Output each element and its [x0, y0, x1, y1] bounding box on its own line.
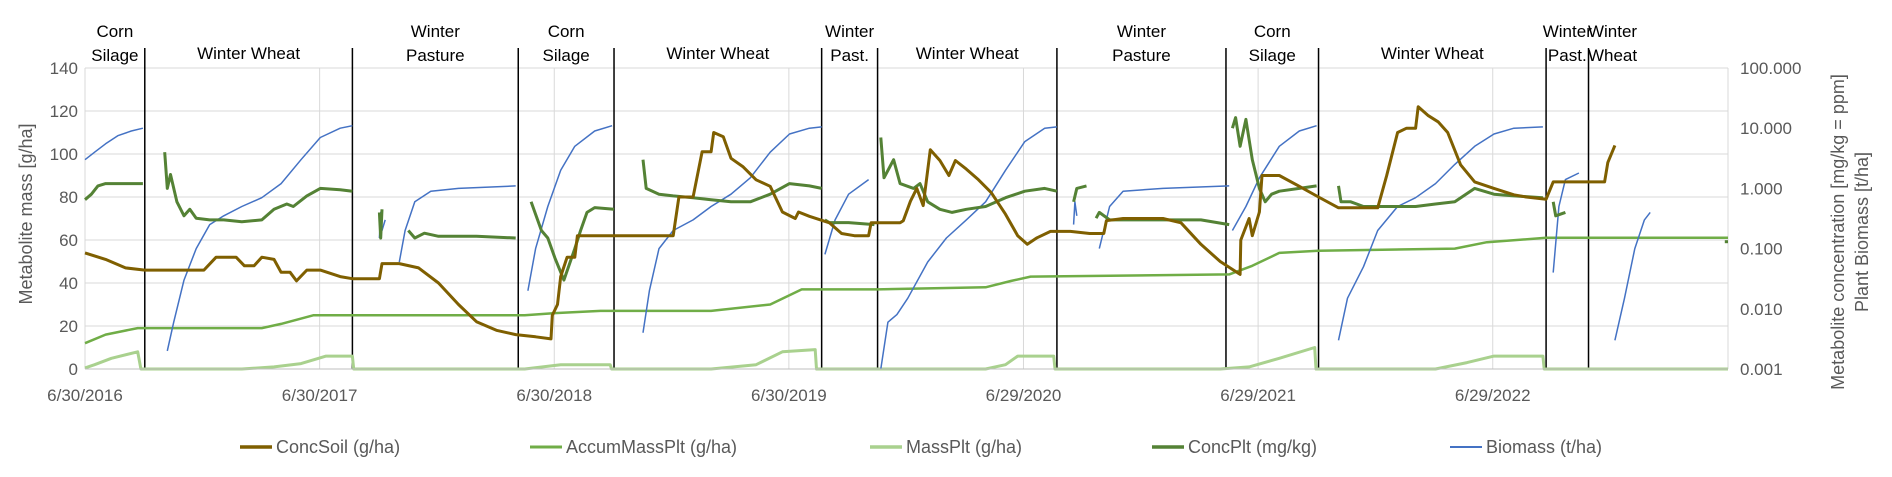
season-label: Pasture — [1112, 46, 1171, 65]
season-label: Winter — [411, 22, 460, 41]
x-tick-label: 6/30/2018 — [516, 386, 592, 405]
x-tick-label: 6/30/2019 — [751, 386, 827, 405]
legend-label: MassPlt (g/ha) — [906, 437, 1022, 457]
season-label: Corn — [1254, 22, 1291, 41]
y-right-tick-label: 0.010 — [1740, 300, 1783, 319]
season-labels: Corn Silage Winter Wheat Winter Pasture Corn S… — [91, 22, 1637, 65]
season-label: Corn — [548, 22, 585, 41]
x-tick-label: 6/30/2017 — [282, 386, 358, 405]
y-left-tick-label: 100 — [50, 145, 78, 164]
season-label: Winter — [825, 22, 874, 41]
y-left-tick-label: 20 — [59, 317, 78, 336]
series-line-biomass — [166, 124, 353, 352]
season-label: Winter — [1588, 22, 1637, 41]
y-right-tick-labels: 0.001 0.010 0.100 1.000 10.000 100.000 — [1740, 59, 1801, 379]
y-right-tick-label: 10.000 — [1740, 119, 1792, 138]
series-line-concplt — [1072, 184, 1087, 203]
season-label: Wheat — [1588, 46, 1637, 65]
y-right-tick-label: 0.100 — [1740, 240, 1783, 259]
x-tick-label: 6/29/2020 — [986, 386, 1062, 405]
x-tick-label: 6/29/2021 — [1220, 386, 1296, 405]
series-line-biomass — [824, 178, 870, 255]
series-line-concplt — [163, 152, 353, 224]
y-left-tick-label: 120 — [50, 102, 78, 121]
series-line-concplt — [529, 201, 615, 282]
y-left-tick-label: 60 — [59, 231, 78, 250]
season-label: Winter Wheat — [666, 44, 769, 63]
season-label: Past. — [1548, 46, 1587, 65]
y-right-axis-title-line2: Plant Biomass [t/ha] — [1852, 152, 1872, 312]
legend-label: Biomass (t/ha) — [1486, 437, 1602, 457]
season-label: Silage — [543, 46, 590, 65]
y-left-tick-label: 40 — [59, 274, 78, 293]
legend-label: AccumMassPlt (g/ha) — [566, 437, 737, 457]
series-line-concplt — [1230, 116, 1317, 204]
season-label: Silage — [1249, 46, 1296, 65]
series-line-concsoil — [84, 105, 1617, 341]
season-label: Winter Wheat — [197, 44, 300, 63]
y-right-tick-label: 100.000 — [1740, 59, 1801, 78]
data-series — [84, 105, 1728, 371]
x-tick-label: 6/29/2022 — [1455, 386, 1531, 405]
season-label: Corn — [96, 22, 133, 41]
legend-label: ConcPlt (mg/kg) — [1188, 437, 1317, 457]
season-label: Winter — [1543, 22, 1592, 41]
series-line-concplt — [407, 229, 516, 240]
series-line-biomass — [1614, 211, 1651, 341]
series-line-concplt — [1551, 201, 1566, 218]
series-line-biomass — [398, 185, 516, 263]
x-tick-label: 6/30/2016 — [47, 386, 123, 405]
series-line-biomass — [1231, 124, 1317, 231]
season-label: Winter — [1117, 22, 1166, 41]
season-label: Past. — [830, 46, 869, 65]
series-line-biomass — [527, 124, 613, 291]
series-line-concplt — [641, 159, 822, 204]
series-line-concplt — [1337, 185, 1543, 208]
gridlines — [84, 67, 1729, 369]
season-label: Silage — [91, 46, 138, 65]
y-left-tick-labels: 0 20 40 60 80 100 120 140 — [50, 59, 78, 379]
y-left-tick-label: 140 — [50, 59, 78, 78]
y-left-tick-label: 0 — [69, 360, 78, 379]
y-right-tick-label: 0.001 — [1740, 360, 1783, 379]
legend: ConcSoil (g/ha) AccumMassPlt (g/ha) MassPl… — [240, 437, 1602, 457]
y-left-tick-label: 80 — [59, 188, 78, 207]
y-right-axis-title-line1: Metabolite concentration [mg/kg = ppm] — [1828, 74, 1848, 390]
series-line-accummassplt — [84, 236, 1728, 345]
series-line-biomass — [880, 126, 1057, 370]
series-line-concplt — [84, 182, 143, 201]
series-line-concplt — [377, 209, 384, 240]
season-label: Pasture — [406, 46, 465, 65]
x-tick-labels: 6/30/2016 6/30/2017 6/30/2018 6/30/2019 6/29… — [47, 386, 1530, 405]
season-label: Winter Wheat — [1381, 44, 1484, 63]
y-right-tick-label: 1.000 — [1740, 179, 1783, 198]
series-line-biomass — [84, 127, 144, 161]
series-line-biomass — [1552, 172, 1580, 273]
season-label: Winter Wheat — [916, 44, 1019, 63]
series-line-concplt — [879, 137, 1058, 214]
series-line-biomass — [1337, 126, 1543, 341]
legend-label: ConcSoil (g/ha) — [276, 437, 400, 457]
y-left-axis-title: Metabolite mass [g/ha] — [16, 123, 36, 304]
